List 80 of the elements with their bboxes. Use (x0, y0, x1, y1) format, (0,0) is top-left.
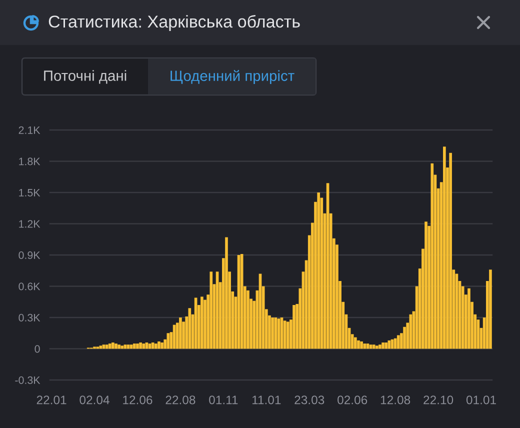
x-tick-label: 12.06 (123, 396, 152, 404)
bar (274, 318, 278, 349)
bar (388, 340, 391, 349)
bar (384, 342, 388, 349)
bar (130, 344, 133, 349)
x-tick-label: 23.03 (294, 396, 324, 404)
x-tick-label: 02.04 (80, 396, 110, 404)
bar (139, 342, 142, 349)
bar (375, 346, 378, 349)
bar (430, 163, 434, 349)
bar (151, 342, 154, 349)
x-tick-label: 01.01 (466, 396, 496, 404)
x-tick-label: 22.10 (424, 396, 454, 404)
bar (363, 344, 366, 349)
bar (102, 344, 106, 349)
bar (120, 346, 124, 349)
bar (105, 344, 108, 349)
bar (246, 290, 250, 349)
bar (271, 318, 274, 349)
bar (378, 344, 382, 349)
text: Щоденний приріст (170, 70, 294, 84)
bar (360, 341, 363, 349)
y-tick-label: 1.5K (19, 189, 40, 196)
bar (114, 344, 118, 349)
bar (166, 333, 170, 349)
bar (118, 344, 120, 349)
x-tick-label: 01.11 (209, 396, 238, 404)
bar (354, 337, 357, 349)
bar (179, 318, 182, 349)
bar (99, 346, 102, 349)
text: Поточні дані (44, 70, 126, 84)
bar (366, 344, 370, 349)
x-tick-label: 12.08 (380, 396, 410, 404)
x-tick-label: 11.01 (252, 396, 281, 404)
bar (372, 344, 376, 349)
chart-title: Статистика: Харківська область (48, 14, 300, 32)
x-tick-label: 22.01 (36, 396, 66, 404)
bar (390, 339, 394, 349)
bar (154, 344, 158, 349)
bar (286, 322, 290, 349)
bar (396, 335, 400, 349)
bar (160, 342, 164, 349)
x-tick-label: 02.06 (338, 396, 368, 404)
bar (443, 146, 446, 349)
bar (200, 296, 204, 349)
x-tick-label: 22.08 (166, 396, 196, 404)
y-tick-label: 2.1K (18, 126, 40, 134)
bar (108, 344, 112, 349)
bar (145, 342, 148, 349)
y-tick-label: 1.2K (19, 220, 40, 228)
bar (158, 341, 160, 349)
bar (283, 320, 286, 349)
bar (468, 288, 470, 349)
bar (142, 344, 146, 349)
bar (133, 344, 136, 349)
bar (424, 222, 428, 349)
bar (409, 314, 412, 349)
bar (126, 344, 130, 349)
y-tick-label: 0.6K (18, 282, 40, 290)
bar (124, 344, 127, 349)
y-tick-label: 0.3K (18, 314, 40, 322)
bar (357, 340, 360, 349)
bar (240, 254, 244, 349)
bar (112, 342, 114, 349)
bar (136, 344, 139, 349)
y-tick-label: 0.9K (18, 251, 40, 259)
y-tick-label: -0.3K (15, 376, 40, 384)
y-tick-label: 0 (34, 345, 40, 353)
bar (369, 344, 372, 349)
bar (382, 342, 384, 349)
bar (210, 272, 213, 349)
bar (188, 308, 192, 349)
bar (403, 326, 406, 349)
bar (317, 192, 320, 349)
bar (489, 270, 492, 349)
bar (449, 152, 452, 349)
bar (225, 237, 228, 349)
bar (292, 305, 296, 349)
bar (148, 344, 152, 349)
y-tick-label: 1.8K (19, 158, 40, 166)
